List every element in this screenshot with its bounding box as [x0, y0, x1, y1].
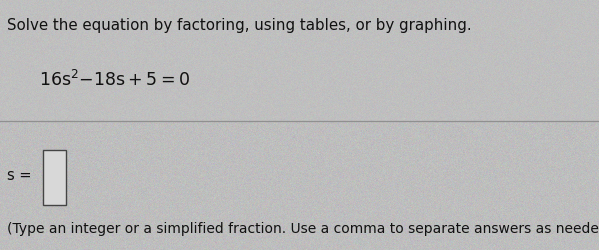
Text: s =: s = [7, 168, 32, 182]
FancyBboxPatch shape [43, 150, 66, 205]
Bar [0, 0, 599, 121]
Text: (Type an integer or a simplified fraction. Use a comma to separate answers as ne: (Type an integer or a simplified fractio… [7, 221, 599, 235]
Text: Solve the equation by factoring, using tables, or by graphing.: Solve the equation by factoring, using t… [7, 18, 472, 32]
Text: $\mathregular{16s^2}$$\mathregular{ - 18s + 5 = 0}$: $\mathregular{16s^2}$$\mathregular{ - 18… [39, 70, 190, 90]
